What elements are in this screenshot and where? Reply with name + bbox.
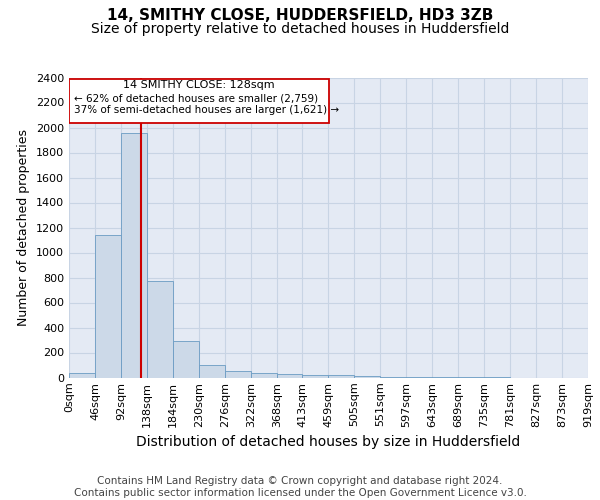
- Text: Size of property relative to detached houses in Huddersfield: Size of property relative to detached ho…: [91, 22, 509, 36]
- FancyBboxPatch shape: [69, 78, 329, 122]
- Bar: [302, 375, 328, 378]
- Bar: [354, 376, 380, 378]
- X-axis label: Distribution of detached houses by size in Huddersfield: Distribution of detached houses by size …: [136, 435, 521, 449]
- Text: 37% of semi-detached houses are larger (1,621) →: 37% of semi-detached houses are larger (…: [74, 106, 338, 116]
- Y-axis label: Number of detached properties: Number of detached properties: [17, 129, 31, 326]
- Bar: [95, 235, 121, 378]
- Bar: [199, 365, 225, 378]
- Text: 14 SMITHY CLOSE: 128sqm: 14 SMITHY CLOSE: 128sqm: [123, 80, 275, 90]
- Bar: [328, 375, 354, 378]
- Text: ← 62% of detached houses are smaller (2,759): ← 62% of detached houses are smaller (2,…: [74, 94, 317, 104]
- Bar: [121, 132, 147, 378]
- Text: Contains HM Land Registry data © Crown copyright and database right 2024.
Contai: Contains HM Land Registry data © Crown c…: [74, 476, 526, 498]
- Bar: [69, 372, 95, 378]
- Bar: [277, 374, 302, 378]
- Bar: [380, 377, 406, 378]
- Text: 14, SMITHY CLOSE, HUDDERSFIELD, HD3 3ZB: 14, SMITHY CLOSE, HUDDERSFIELD, HD3 3ZB: [107, 8, 493, 22]
- Bar: [251, 372, 277, 378]
- Bar: [225, 370, 251, 378]
- Bar: [147, 280, 173, 378]
- Bar: [173, 341, 199, 378]
